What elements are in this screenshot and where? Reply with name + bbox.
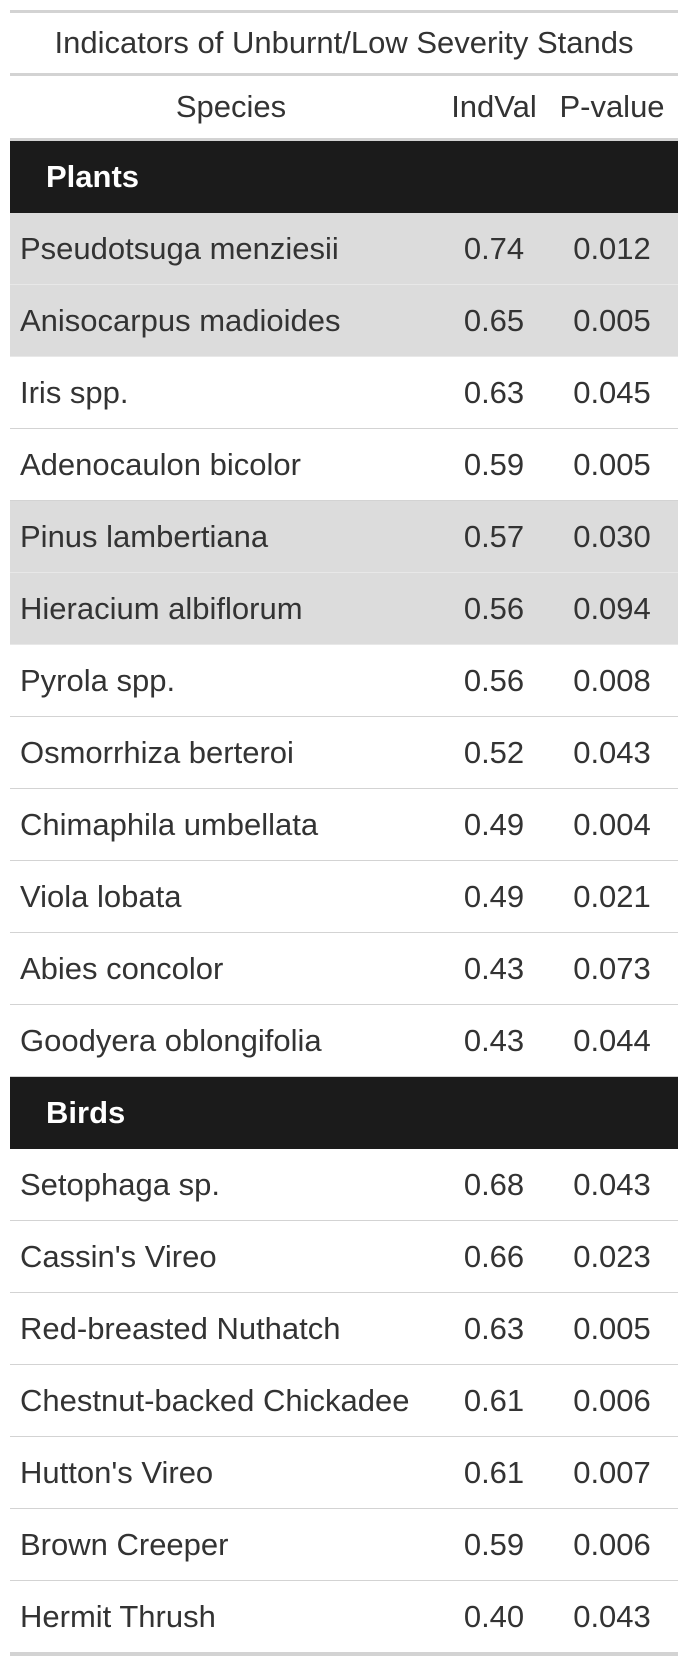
table-row: Anisocarpus madioides 0.65 0.005: [10, 285, 678, 357]
table-row: Red-breasted Nuthatch 0.63 0.005: [10, 1293, 678, 1365]
table-row: Adenocaulon bicolor 0.59 0.005: [10, 429, 678, 501]
pvalue-cell: 0.008: [573, 662, 651, 698]
table-row: Setophaga sp. 0.68 0.043: [10, 1149, 678, 1221]
species-cell: Cassin's Vireo: [20, 1238, 217, 1274]
pvalue-cell: 0.004: [573, 806, 651, 842]
pvalue-cell: 0.005: [573, 446, 651, 482]
pvalue-cell: 0.044: [573, 1022, 651, 1058]
indval-cell: 0.56: [463, 590, 525, 626]
table-row: Abies concolor 0.43 0.073: [10, 933, 678, 1005]
table-row: Hermit Thrush 0.40 0.043: [10, 1581, 678, 1653]
indval-cell: 0.63: [463, 374, 525, 410]
pvalue-cell: 0.073: [573, 950, 651, 986]
species-cell: Anisocarpus madioides: [20, 302, 341, 338]
table-row: Brown Creeper 0.59 0.006: [10, 1509, 678, 1581]
indval-cell: 0.59: [463, 446, 525, 482]
species-cell: Pyrola spp.: [20, 662, 176, 698]
species-cell: Iris spp.: [20, 374, 129, 410]
pvalue-cell: 0.030: [573, 518, 651, 554]
indval-cell: 0.63: [463, 1310, 525, 1346]
indval-cell: 0.68: [463, 1166, 525, 1202]
table-top-rule: [10, 10, 678, 13]
table-row: Cassin's Vireo 0.66 0.023: [10, 1221, 678, 1293]
pvalue-cell: 0.021: [573, 878, 651, 914]
indval-cell: 0.56: [463, 662, 525, 698]
table-row: Iris spp. 0.63 0.045: [10, 357, 678, 429]
table-row: Pyrola spp. 0.56 0.008: [10, 645, 678, 717]
species-cell: Brown Creeper: [20, 1526, 229, 1562]
pvalue-cell: 0.094: [573, 590, 651, 626]
indval-cell: 0.59: [463, 1526, 525, 1562]
table-row: Pinus lambertiana 0.57 0.030: [10, 501, 678, 573]
column-header-indval: IndVal: [451, 89, 537, 124]
pvalue-cell: 0.023: [573, 1238, 651, 1274]
species-cell: Hutton's Vireo: [20, 1454, 214, 1490]
table-body: Plants Pseudotsuga menziesii 0.74 0.012 Anis…: [10, 141, 678, 1653]
species-cell: Viola lobata: [20, 878, 182, 914]
pvalue-cell: 0.007: [573, 1454, 651, 1490]
pvalue-cell: 0.012: [573, 230, 651, 266]
species-cell: Abies concolor: [20, 950, 224, 986]
indval-cell: 0.43: [463, 950, 525, 986]
column-header-species: Species: [175, 89, 287, 124]
indval-cell: 0.49: [463, 806, 525, 842]
species-cell: Red-breasted Nuthatch: [20, 1310, 341, 1346]
table-row: Hutton's Vireo 0.61 0.007: [10, 1437, 678, 1509]
pvalue-cell: 0.043: [573, 1598, 651, 1634]
indicator-table: Indicators of Unburnt/Low Severity Stand…: [10, 10, 678, 1656]
table-row: Chimaphila umbellata 0.49 0.004: [10, 789, 678, 861]
indval-cell: 0.40: [463, 1598, 525, 1634]
table-row: Chestnut-backed Chickadee 0.61 0.006: [10, 1365, 678, 1437]
table-row: Osmorrhiza berteroi 0.52 0.043: [10, 717, 678, 789]
pvalue-cell: 0.006: [573, 1382, 651, 1418]
indval-cell: 0.57: [463, 518, 525, 554]
species-cell: Pseudotsuga menziesii: [20, 230, 339, 266]
indval-cell: 0.65: [463, 302, 525, 338]
indval-cell: 0.66: [463, 1238, 525, 1274]
column-header-row: Species IndVal P-value: [10, 76, 678, 138]
species-cell: Chimaphila umbellata: [20, 806, 319, 842]
pvalue-cell: 0.005: [573, 302, 651, 338]
species-cell: Osmorrhiza berteroi: [20, 734, 294, 770]
group-header-0: Plants: [10, 141, 678, 213]
species-cell: Chestnut-backed Chickadee: [20, 1382, 410, 1418]
indval-cell: 0.61: [463, 1454, 525, 1490]
table-row: Goodyera oblongifolia 0.43 0.044: [10, 1005, 678, 1077]
species-cell: Hieracium albiflorum: [20, 590, 303, 626]
column-header-pvalue: P-value: [559, 89, 665, 124]
table-title: Indicators of Unburnt/Low Severity Stand…: [54, 25, 634, 60]
indval-cell: 0.49: [463, 878, 525, 914]
species-cell: Goodyera oblongifolia: [20, 1022, 322, 1058]
pvalue-cell: 0.006: [573, 1526, 651, 1562]
group-header-1: Birds: [10, 1077, 678, 1149]
header-rule: [10, 138, 678, 141]
title-rule: [10, 73, 678, 76]
pvalue-cell: 0.005: [573, 1310, 651, 1346]
pvalue-cell: 0.043: [573, 1166, 651, 1202]
species-cell: Pinus lambertiana: [20, 518, 269, 554]
species-cell: Adenocaulon bicolor: [20, 446, 301, 482]
indval-cell: 0.52: [463, 734, 525, 770]
indval-cell: 0.61: [463, 1382, 525, 1418]
indval-cell: 0.43: [463, 1022, 525, 1058]
pvalue-cell: 0.045: [573, 374, 651, 410]
table-row: Pseudotsuga menziesii 0.74 0.012: [10, 213, 678, 285]
indval-cell: 0.74: [463, 230, 525, 266]
pvalue-cell: 0.043: [573, 734, 651, 770]
table-row: Hieracium albiflorum 0.56 0.094: [10, 573, 678, 645]
table-row: Viola lobata 0.49 0.021: [10, 861, 678, 933]
table-bottom-rule: [10, 1653, 678, 1656]
species-cell: Hermit Thrush: [20, 1598, 216, 1634]
species-cell: Setophaga sp.: [20, 1166, 220, 1202]
